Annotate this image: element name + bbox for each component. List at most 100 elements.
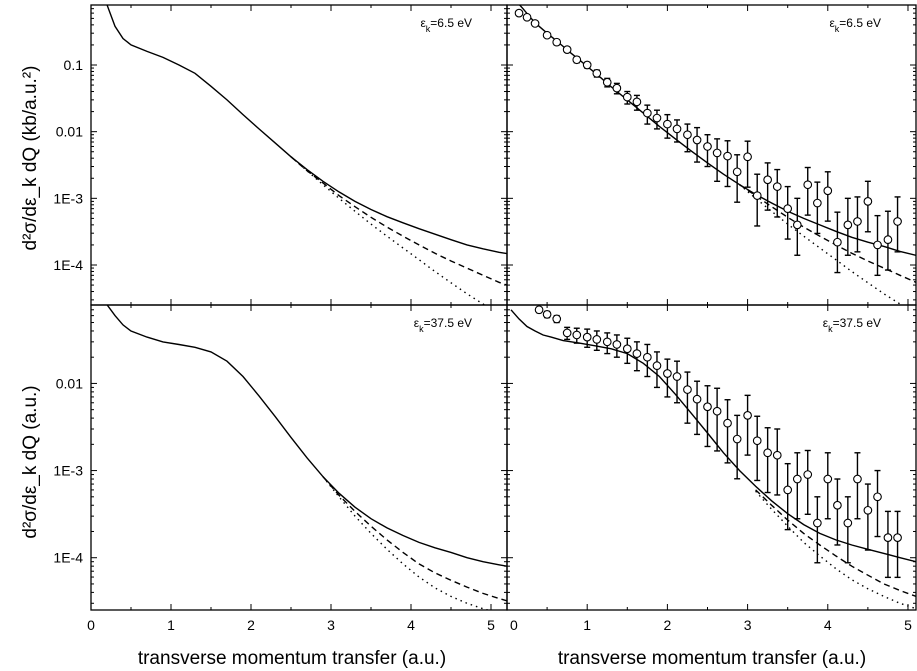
data-point (723, 418, 732, 428)
data-point (582, 332, 592, 342)
data-point (792, 220, 802, 230)
y-tick-label: 1E-3 (53, 190, 83, 206)
data-point (763, 175, 772, 185)
data-point (683, 130, 692, 140)
data-point (612, 340, 622, 349)
data-point (572, 330, 582, 340)
data-point (602, 337, 612, 347)
data-point (893, 533, 902, 542)
data-point (792, 474, 802, 484)
data-point (743, 411, 752, 420)
x-tick-label: 3 (327, 617, 335, 633)
data-point (732, 434, 742, 444)
data-point (622, 344, 632, 354)
panel-annotation: εk=6.5 eV (829, 16, 881, 34)
x-tick-label: 1 (583, 617, 591, 633)
data-point (663, 119, 672, 129)
data-point (843, 220, 853, 230)
series-dotted-line (322, 476, 491, 610)
data-point (652, 361, 662, 370)
curves-layer (106, 5, 916, 610)
data-point (783, 204, 793, 214)
data-point (813, 518, 822, 528)
series-solid-line (510, 309, 916, 563)
data-point (632, 349, 642, 358)
data-point (703, 142, 712, 151)
data-point (813, 198, 822, 208)
data-point (683, 385, 692, 394)
data-point (752, 436, 762, 446)
x-tick-label: 2 (663, 617, 671, 633)
data-point (612, 83, 622, 93)
data-point (663, 369, 672, 378)
data-point (592, 335, 602, 344)
data-point (534, 305, 544, 315)
data-point (642, 352, 652, 362)
data-point (873, 240, 882, 250)
data-point (522, 12, 532, 22)
data-point (893, 217, 902, 226)
x-axis-label-right: transverse momentum transfer (a.u.) (558, 648, 866, 669)
panel-annotation: εk=37.5 eV (414, 316, 472, 334)
y-tick-label: 0.01 (56, 124, 83, 140)
y-tick-label: 0.01 (56, 375, 83, 391)
data-point (853, 217, 862, 226)
y-axis-label-top: d²σ/dε_k dQ (kb/a.u.²) (20, 66, 41, 251)
data-point (672, 372, 682, 381)
x-tick-label: 4 (407, 617, 415, 633)
data-point (562, 45, 572, 54)
data-point (652, 113, 662, 123)
panel-annotation: εk=6.5 eV (420, 16, 472, 34)
series-dashed-line (322, 476, 507, 602)
data-point (772, 182, 782, 191)
data-point (514, 8, 524, 18)
data-point (632, 97, 642, 107)
data-point (592, 68, 602, 78)
data-point (692, 135, 702, 145)
panel-top-left-frame (90, 4, 508, 306)
data-point (642, 108, 652, 118)
data-point (622, 92, 632, 102)
data-point (883, 235, 893, 245)
axes-layer: 1E-4 1E-3 0.01 0.1 εk=6.5 eV εk=6.5 eV 0 1 2 3 4 5 1… (53, 4, 917, 633)
data-point (582, 60, 592, 70)
x-tick-label: 1 (167, 617, 175, 633)
x-tick-label: 3 (744, 617, 752, 633)
y-tick-label: 1E-3 (53, 463, 83, 479)
data-point (542, 30, 552, 40)
x-tick-label: 4 (824, 617, 832, 633)
data-point (602, 77, 612, 87)
data-point (752, 191, 762, 200)
data-point (803, 470, 813, 479)
y-tick-label: 0.1 (64, 57, 84, 73)
data-point (743, 152, 752, 162)
series-dotted-line (755, 490, 916, 610)
data-point (863, 505, 873, 515)
data-point (843, 518, 853, 528)
y-tick-label: 1E-4 (53, 550, 83, 566)
data-point (672, 124, 682, 134)
x-tick-label: 0 (87, 617, 95, 633)
data-point (833, 500, 842, 510)
series-solid-line (518, 5, 916, 256)
data-point (703, 402, 712, 412)
data-point (572, 55, 582, 65)
data-point (883, 533, 893, 542)
data-point (823, 186, 833, 196)
data-point (853, 474, 862, 484)
data-point (772, 450, 782, 460)
data-point (783, 485, 793, 495)
data-point (763, 448, 772, 458)
series-dashed-line (739, 184, 916, 283)
data-point (823, 474, 833, 484)
x-tick-label: 0 (510, 617, 518, 633)
data-point (833, 237, 842, 247)
data-point (562, 328, 572, 338)
data-point (552, 314, 562, 324)
series-solid-line (106, 5, 507, 255)
x-tick-label: 5 (487, 617, 495, 633)
data-point (873, 492, 882, 502)
x-axis-label-left: transverse momentum transfer (a.u.) (138, 648, 446, 669)
panel-bottom-left-series (106, 305, 507, 610)
